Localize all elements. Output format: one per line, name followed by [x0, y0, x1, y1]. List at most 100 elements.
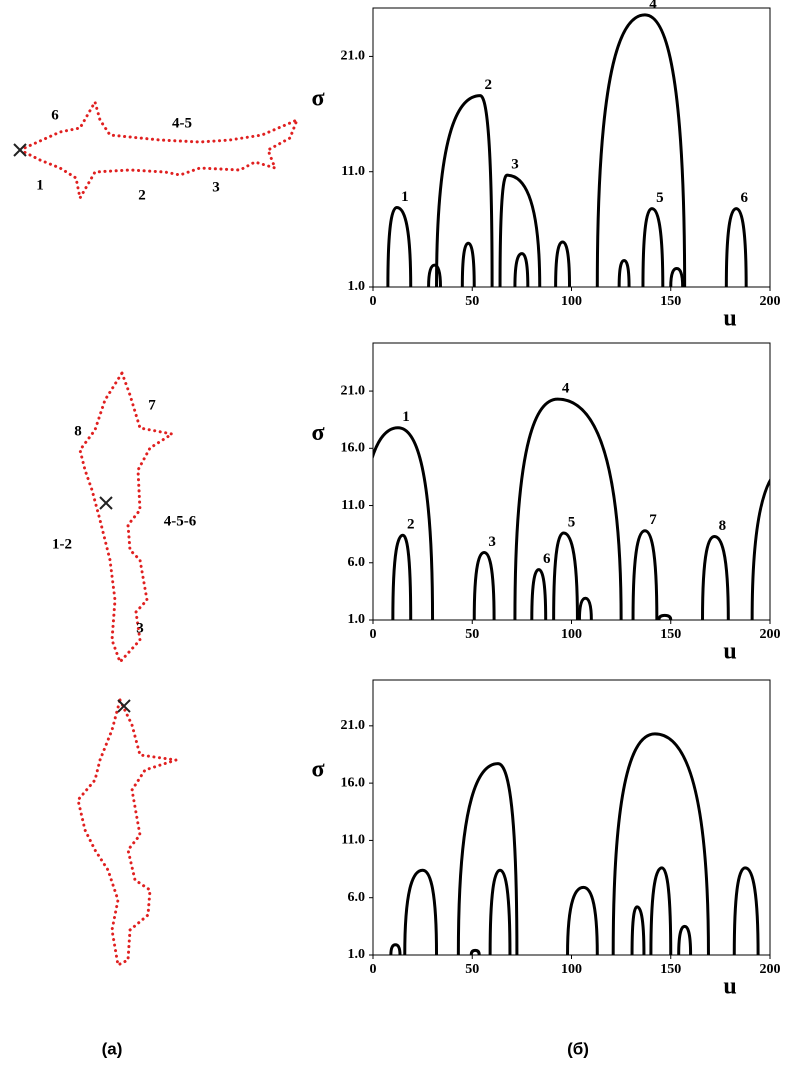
lobe: [611, 732, 710, 955]
y-axis-label: σ: [311, 756, 324, 782]
x-tick-label: 0: [370, 627, 377, 642]
lobe: [389, 943, 402, 955]
shape-label: 4-5-6: [164, 513, 197, 529]
y-tick-label: 11.0: [341, 498, 365, 513]
lobe: [657, 613, 673, 620]
lobe: [530, 568, 548, 620]
lobe: [566, 885, 599, 955]
lobe: [403, 868, 439, 955]
y-tick-label: 21.0: [341, 383, 366, 398]
y-tick-label: 11.0: [341, 164, 365, 179]
x-tick-label: 200: [760, 627, 781, 642]
y-tick-label: 1.0: [348, 279, 366, 294]
x-tick-label: 200: [760, 294, 781, 309]
lobe-label: 6: [543, 551, 551, 567]
lobe: [669, 267, 685, 287]
lobe: [641, 207, 665, 287]
lobe-label: 4: [649, 0, 657, 12]
shark-contour: [76, 698, 178, 967]
lobe: [513, 252, 530, 287]
y-tick-label: 1.0: [348, 947, 366, 962]
lobe: [577, 596, 593, 620]
shape-label: 3: [136, 620, 144, 636]
lobe: [456, 762, 519, 955]
y-axis-label: σ: [311, 420, 324, 446]
y-tick-label: 1.0: [348, 612, 366, 627]
lobe: [472, 550, 496, 620]
shape-label: 2: [138, 187, 146, 203]
lobe: [724, 207, 748, 287]
x-tick-label: 0: [370, 962, 377, 977]
shape-label: 1-2: [52, 536, 72, 552]
lobe-label: 8: [719, 518, 727, 534]
shape-label: 3: [212, 179, 220, 195]
lobe-label: 3: [511, 157, 519, 173]
y-tick-label: 21.0: [341, 49, 366, 64]
plot-frame: [372, 679, 771, 956]
x-tick-label: 150: [660, 627, 681, 642]
x-tick-label: 50: [465, 962, 479, 977]
lobe-label: 2: [407, 517, 415, 533]
caption: (б): [567, 1039, 589, 1058]
x-axis-label: u: [723, 639, 736, 665]
lobe: [427, 263, 442, 287]
lobe: [386, 205, 413, 287]
chart: 1.0 6.0 11.0 16.0 21.0 0 50 100 150 200 σ u 1 2 3 4 5 6 7 8: [311, 342, 781, 665]
lobe: [649, 866, 673, 955]
y-tick-label: 21.0: [341, 718, 366, 733]
lobe: [488, 868, 512, 955]
lobe: [554, 240, 572, 287]
x-tick-label: 150: [660, 962, 681, 977]
lobes: [386, 13, 748, 287]
x-tick-label: 150: [660, 294, 681, 309]
lobe: [732, 866, 760, 955]
lobe: [460, 241, 476, 287]
lobes: [373, 397, 770, 620]
y-tick-label: 6.0: [348, 890, 366, 905]
x-tick-label: 100: [561, 962, 582, 977]
lobe: [750, 477, 770, 620]
lobe-label: 4: [562, 381, 570, 397]
lobe-label: 2: [484, 77, 492, 93]
shape-label: 6: [51, 107, 59, 123]
x-tick-label: 100: [561, 627, 582, 642]
lobe: [469, 948, 481, 955]
lobes: [389, 732, 760, 955]
lobe-label: 7: [649, 512, 657, 528]
shape-label: 4-5: [172, 115, 192, 131]
lobe: [391, 533, 413, 620]
lobe: [498, 173, 542, 287]
caption: (a): [102, 1039, 123, 1058]
lobe: [435, 94, 494, 287]
lobe: [631, 529, 659, 620]
y-tick-label: 11.0: [341, 833, 365, 848]
x-axis-label: u: [723, 306, 736, 332]
plot-frame: [372, 7, 771, 288]
lobe-label: 1: [402, 409, 410, 425]
lobe: [701, 534, 730, 620]
x-tick-label: 100: [561, 294, 582, 309]
shark-contour: [13, 100, 299, 200]
lobe: [630, 905, 646, 955]
lobe-label: 1: [401, 189, 409, 205]
lobe-label: 3: [488, 534, 496, 550]
y-tick-label: 16.0: [341, 441, 366, 456]
shape-label: 7: [148, 397, 156, 413]
y-tick-label: 16.0: [341, 775, 366, 790]
chart: 1.0 11.0 21.0 0 50 100 150 200 σ u 1 2 3 4 5 6: [311, 0, 780, 332]
shape-label: 8: [74, 423, 82, 439]
lobe-label: 6: [741, 190, 749, 206]
shark-contour: [78, 371, 174, 664]
lobe: [513, 397, 623, 620]
x-tick-label: 50: [465, 294, 479, 309]
lobe: [595, 13, 687, 287]
lobe-label: 5: [656, 190, 664, 206]
chart: 1.0 6.0 11.0 16.0 21.0 0 50 100 150 200 σ u: [311, 679, 781, 1000]
lobe: [552, 531, 579, 620]
x-tick-label: 50: [465, 627, 479, 642]
x-tick-label: 0: [370, 294, 377, 309]
lobe: [373, 426, 435, 620]
y-tick-label: 6.0: [348, 555, 366, 570]
y-axis-label: σ: [311, 86, 324, 112]
